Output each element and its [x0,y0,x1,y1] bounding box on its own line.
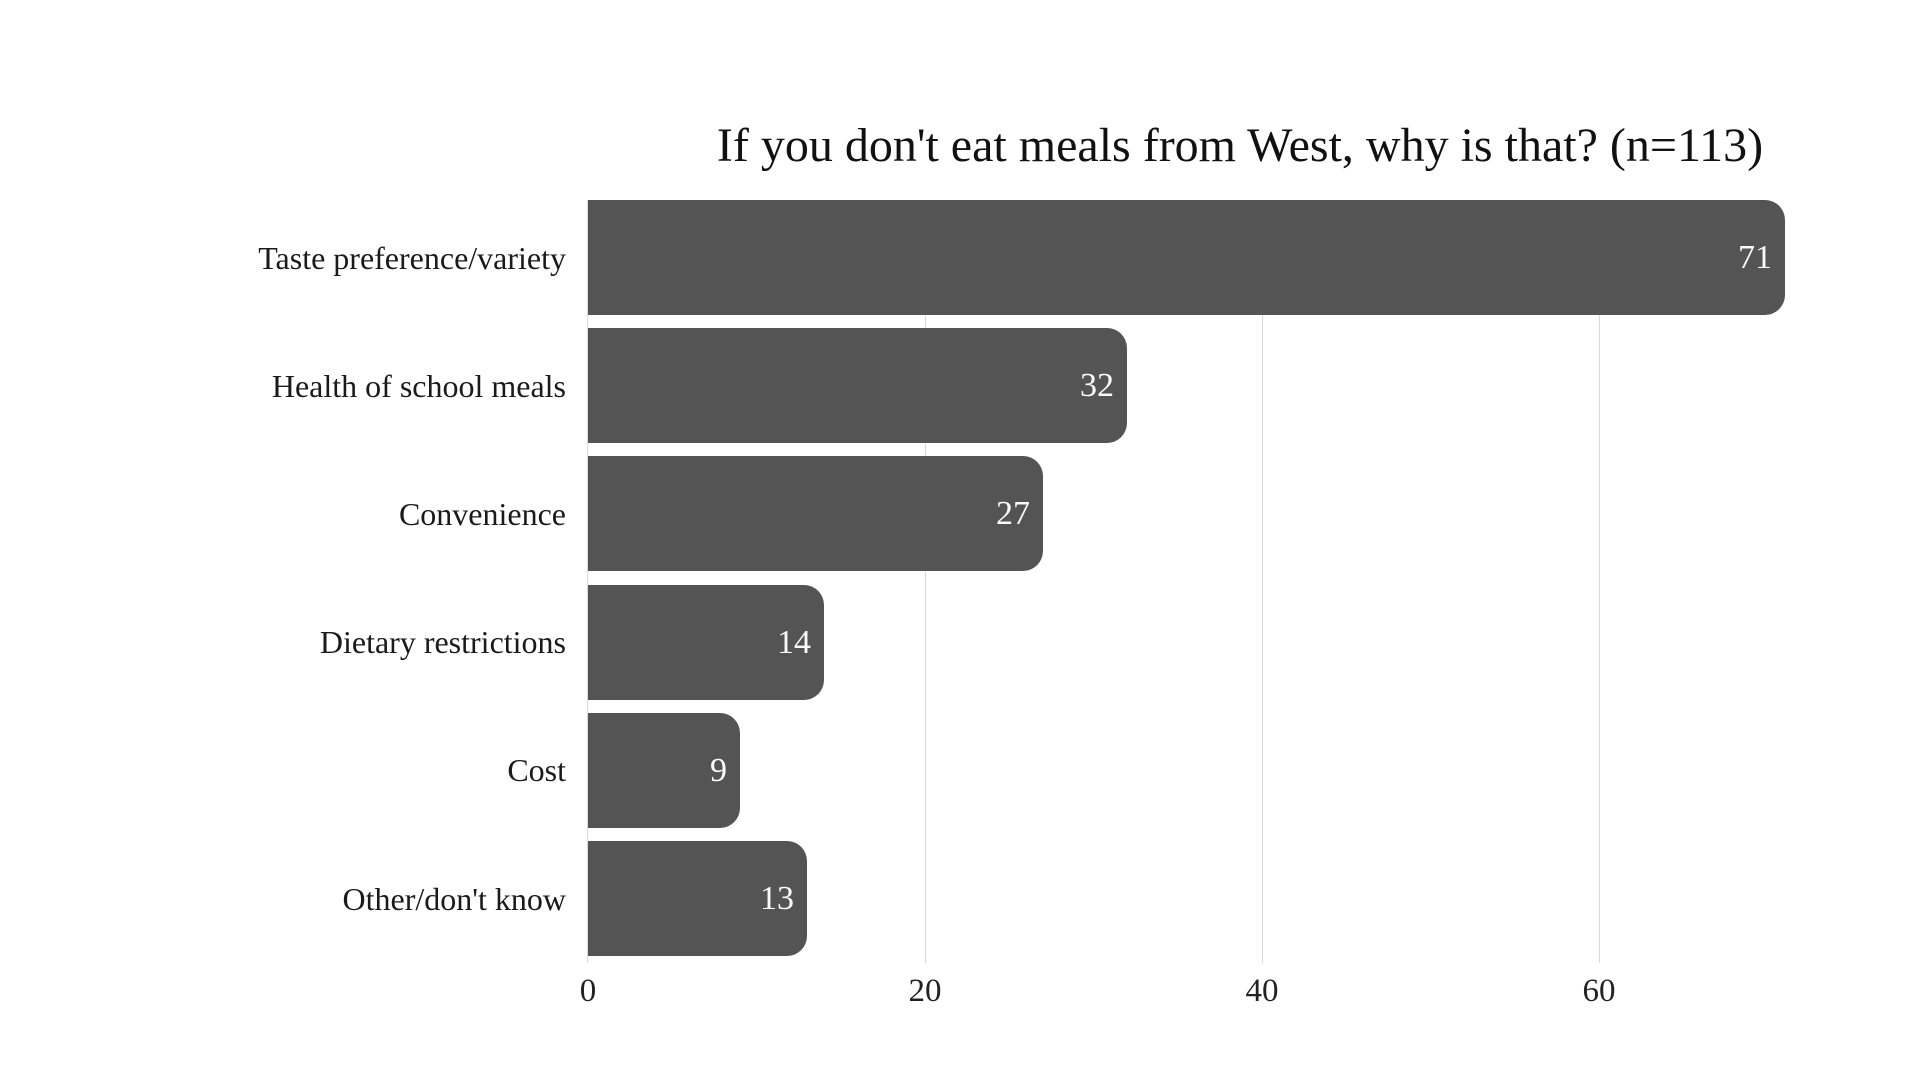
category-label: Taste preference/variety [258,240,566,276]
gridline [1262,200,1263,963]
y-axis-line [587,200,588,963]
bar-value-label: 14 [777,624,811,661]
category-label: Health of school meals [271,368,566,404]
bar: 13 [588,841,807,956]
x-tick-label: 60 [1582,973,1616,1009]
bar-value-label: 27 [996,495,1030,532]
plot-area: 71 32 27 14 9 13 [587,200,1810,969]
bar: 14 [588,585,824,700]
gridline [1599,200,1600,963]
bar: 27 [588,456,1043,571]
bar-value-label: 71 [1738,239,1772,276]
bar: 71 [588,200,1785,315]
chart-title: If you don't eat meals from West, why is… [716,119,1764,172]
bar-value-label: 13 [760,880,794,917]
x-tick-label: 0 [579,973,597,1009]
bar: 9 [588,713,740,828]
gridline [925,200,926,963]
category-label: Dietary restrictions [319,624,566,660]
x-tick-label: 40 [1245,973,1279,1009]
category-label: Other/don't know [342,881,566,917]
bar-value-label: 32 [1080,367,1114,404]
category-label: Cost [507,752,566,788]
category-label: Convenience [398,496,566,532]
bar-value-label: 9 [710,752,727,789]
bar: 32 [588,328,1127,443]
x-tick-label: 20 [908,973,942,1009]
